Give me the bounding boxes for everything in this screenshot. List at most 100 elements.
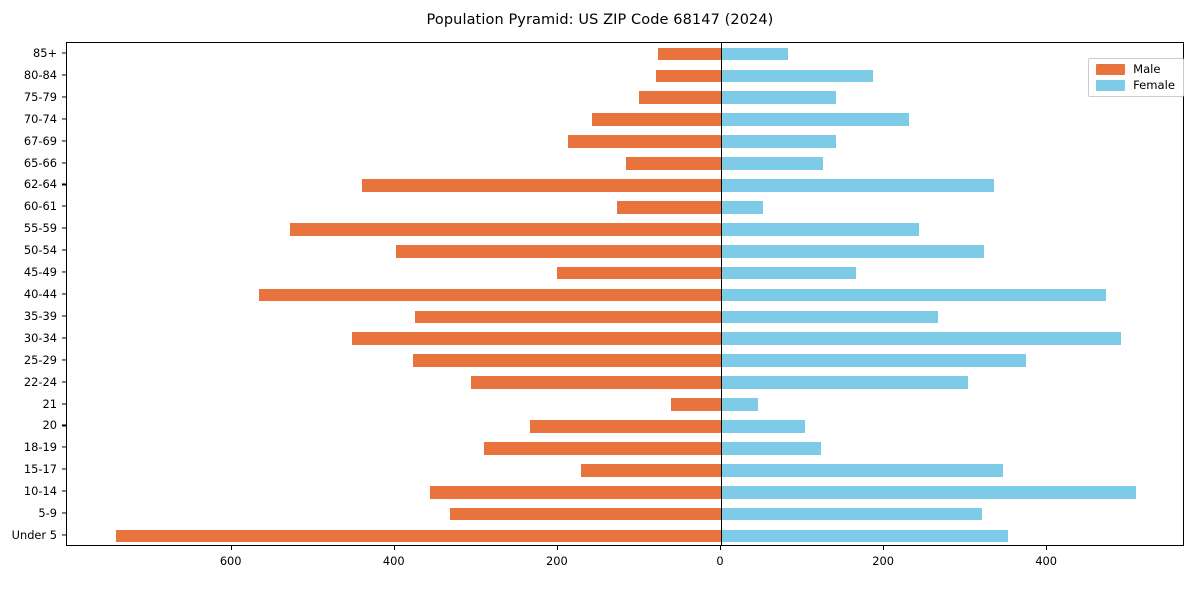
y-tick-label-under-5: Under 5 xyxy=(11,528,57,543)
x-tick-mark xyxy=(230,546,232,550)
pyramid-row xyxy=(67,398,1183,411)
bar-male-80-84 xyxy=(655,69,721,83)
y-tick-mark xyxy=(62,293,66,295)
bar-male-50-54 xyxy=(395,244,721,258)
pyramid-row xyxy=(67,222,1183,236)
bar-female-30-34 xyxy=(721,332,1121,346)
y-tick-label-50-54: 50-54 xyxy=(23,243,57,258)
bar-female-80-84 xyxy=(721,69,873,83)
pyramid-row xyxy=(67,200,1183,214)
x-tick-label-200-4: 200 xyxy=(872,554,894,568)
y-tick-label-20: 20 xyxy=(42,418,58,433)
bar-female-62-64 xyxy=(721,179,995,192)
bar-female-under-5 xyxy=(721,529,1009,543)
bar-female-5-9 xyxy=(721,507,982,521)
x-tick-label-200-2: 200 xyxy=(546,554,568,568)
pyramid-row xyxy=(67,266,1183,280)
pyramid-row xyxy=(67,463,1183,477)
y-tick-mark xyxy=(62,271,66,273)
y-tick-label-75-79: 75-79 xyxy=(23,89,57,104)
bar-female-65-66 xyxy=(721,157,823,170)
bar-female-67-69 xyxy=(721,135,836,148)
bar-female-70-74 xyxy=(721,113,910,127)
bar-male-under-5 xyxy=(115,529,721,543)
y-tick-mark xyxy=(62,359,66,361)
x-tick-mark xyxy=(1046,546,1048,550)
pyramid-row xyxy=(67,529,1183,543)
y-tick-label-60-61: 60-61 xyxy=(23,199,57,214)
y-tick-label-15-17: 15-17 xyxy=(23,462,57,477)
bar-female-60-61 xyxy=(721,200,764,214)
y-tick-mark xyxy=(62,468,66,470)
bar-female-50-54 xyxy=(721,244,985,258)
bar-female-10-14 xyxy=(721,485,1137,499)
legend-label-male: Male xyxy=(1133,62,1161,76)
pyramid-row xyxy=(67,113,1183,127)
y-tick-mark xyxy=(62,74,66,76)
pyramid-row xyxy=(67,69,1183,83)
bar-female-55-59 xyxy=(721,222,920,236)
y-tick-label-22-24: 22-24 xyxy=(23,374,57,389)
y-tick-label-21: 21 xyxy=(42,396,58,411)
pyramid-row xyxy=(67,157,1183,170)
y-axis-ticks: Under 5 5-9 10-14 15-17 18-19 20 21 22-24 25-29 3… xyxy=(0,42,66,546)
bar-female-75-79 xyxy=(721,91,836,105)
bar-male-70-74 xyxy=(592,113,721,127)
plot-axes xyxy=(66,42,1184,546)
chart-title: Population Pyramid: US ZIP Code 68147 (2… xyxy=(426,12,774,28)
pyramid-row xyxy=(67,507,1183,521)
bar-female-25-29 xyxy=(721,354,1026,368)
y-tick-mark xyxy=(62,161,66,164)
y-tick-mark xyxy=(62,446,66,448)
y-tick-label-85-: 85+ xyxy=(32,45,57,60)
bar-male-5-9 xyxy=(450,507,721,521)
y-tick-mark xyxy=(62,381,66,383)
bar-male-55-59 xyxy=(290,222,721,236)
bar-male-15-17 xyxy=(580,463,721,477)
y-tick-mark xyxy=(62,205,66,207)
x-tick-label-0-3: 0 xyxy=(716,554,724,568)
y-tick-label-55-59: 55-59 xyxy=(23,221,57,236)
pyramid-row xyxy=(67,442,1183,455)
bar-female-15-17 xyxy=(721,463,1004,477)
pyramid-row xyxy=(67,288,1183,302)
bar-female-20 xyxy=(721,420,805,433)
x-tick-mark xyxy=(883,546,885,550)
y-tick-mark xyxy=(62,118,66,120)
y-tick-label-30-34: 30-34 xyxy=(23,330,57,345)
bar-male-85- xyxy=(658,47,721,61)
x-tick-label-400-1: 400 xyxy=(382,554,405,568)
bar-male-30-34 xyxy=(352,332,721,346)
x-tick-mark xyxy=(556,546,558,550)
y-tick-label-18-19: 18-19 xyxy=(23,440,57,455)
pyramid-row xyxy=(67,310,1183,324)
x-tick-label-600-0: 600 xyxy=(219,554,242,568)
bar-male-60-61 xyxy=(616,200,721,214)
bar-male-75-79 xyxy=(639,91,721,105)
zero-axis-line xyxy=(720,43,722,545)
pyramid-row xyxy=(67,485,1183,499)
y-tick-mark xyxy=(62,424,66,427)
x-tick-mark xyxy=(720,546,722,550)
y-tick-label-45-49: 45-49 xyxy=(23,265,57,280)
bar-female-40-44 xyxy=(721,288,1106,302)
pyramid-row xyxy=(67,354,1183,368)
y-tick-mark xyxy=(62,490,66,492)
legend-label-female: Female xyxy=(1133,78,1175,92)
bar-male-67-69 xyxy=(567,135,721,148)
y-tick-mark xyxy=(62,249,66,251)
x-axis-ticks: 600 400 200 0 200 400 xyxy=(0,546,1200,586)
pyramid-row xyxy=(67,179,1183,192)
bar-female-45-49 xyxy=(721,266,857,280)
y-tick-mark xyxy=(62,52,66,54)
y-tick-mark xyxy=(62,183,66,185)
pyramid-row xyxy=(67,91,1183,105)
bar-male-10-14 xyxy=(429,485,721,499)
y-tick-mark xyxy=(62,512,66,514)
bar-male-62-64 xyxy=(362,179,721,192)
y-tick-label-35-39: 35-39 xyxy=(23,308,57,323)
bar-male-25-29 xyxy=(412,354,721,368)
legend-item-male: Male xyxy=(1096,62,1175,76)
plot-area xyxy=(67,43,1183,545)
